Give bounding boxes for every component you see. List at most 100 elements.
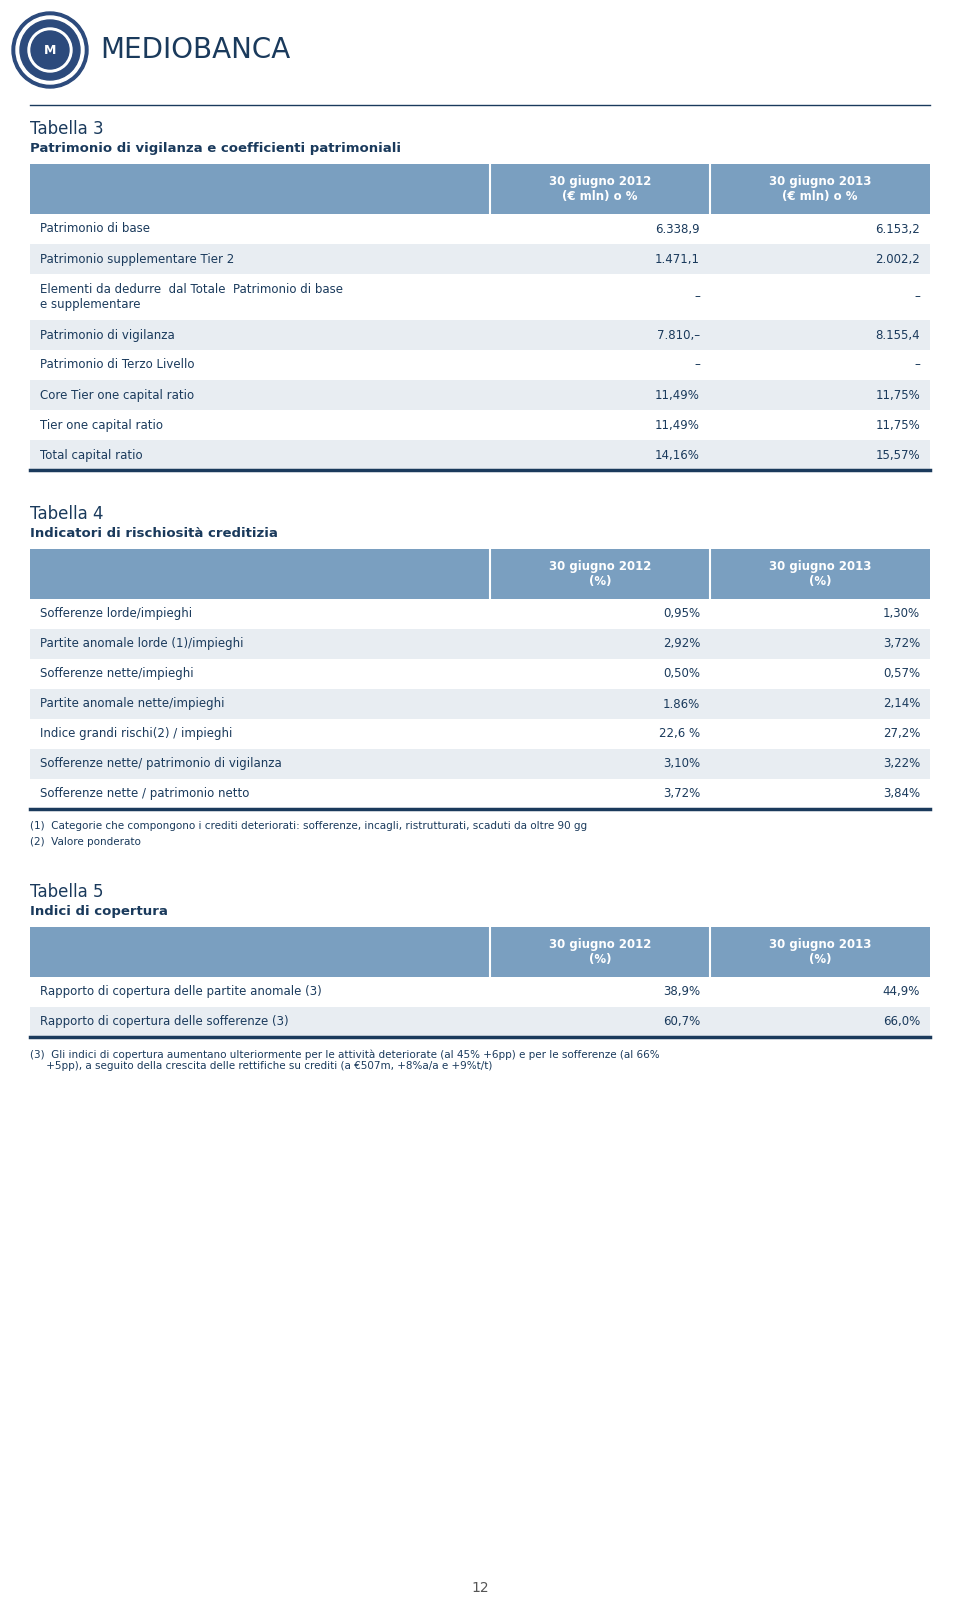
Bar [30, 274, 930, 319]
Text: Elementi da dedurre  dal Totale  Patrimonio di base
e supplementare: Elementi da dedurre dal Totale Patrimoni… [40, 282, 343, 311]
Bar [490, 165, 710, 215]
Text: 11,49%: 11,49% [655, 418, 700, 432]
Text: 14,16%: 14,16% [655, 448, 700, 461]
Text: Tabella 3: Tabella 3 [30, 119, 104, 139]
Text: 38,9%: 38,9% [662, 986, 700, 998]
Bar [30, 748, 930, 779]
Text: MEDIOBANCA: MEDIOBANCA [100, 35, 290, 65]
Text: 3,10%: 3,10% [662, 758, 700, 771]
Bar [30, 660, 930, 689]
Text: Tabella 5: Tabella 5 [30, 882, 104, 902]
Bar [30, 629, 930, 660]
Text: Sofferenze nette/ patrimonio di vigilanza: Sofferenze nette/ patrimonio di vigilanz… [40, 758, 281, 771]
Bar [30, 779, 930, 810]
Text: 27,2%: 27,2% [882, 727, 920, 740]
Circle shape [32, 32, 68, 68]
Bar [30, 381, 930, 410]
Text: (2)  Valore ponderato: (2) Valore ponderato [30, 837, 141, 847]
Bar [710, 927, 930, 977]
Bar [30, 689, 930, 719]
Text: 7.810,–: 7.810,– [657, 329, 700, 342]
Text: Patrimonio di vigilanza: Patrimonio di vigilanza [40, 329, 175, 342]
Text: Core Tier one capital ratio: Core Tier one capital ratio [40, 389, 194, 402]
Text: (1)  Categorie che compongono i crediti deteriorati: sofferenze, incagli, ristru: (1) Categorie che compongono i crediti d… [30, 821, 588, 831]
Text: M: M [44, 44, 57, 56]
Bar [30, 165, 490, 215]
Text: Sofferenze lorde/impieghi: Sofferenze lorde/impieghi [40, 608, 192, 621]
Text: Tabella 4: Tabella 4 [30, 505, 104, 523]
Text: –: – [914, 290, 920, 303]
Circle shape [16, 16, 84, 84]
Text: 1.471,1: 1.471,1 [655, 253, 700, 266]
Circle shape [12, 11, 88, 89]
Text: 11,49%: 11,49% [655, 389, 700, 402]
Text: 30 giugno 2012
(%): 30 giugno 2012 (%) [549, 560, 651, 589]
Text: –: – [914, 358, 920, 371]
Bar [490, 548, 710, 598]
Bar [30, 319, 930, 350]
Text: –: – [694, 290, 700, 303]
Bar [710, 548, 930, 598]
Circle shape [28, 27, 72, 73]
Text: Patrimonio di Terzo Livello: Patrimonio di Terzo Livello [40, 358, 195, 371]
Text: 3,22%: 3,22% [883, 758, 920, 771]
Bar [30, 244, 930, 274]
Bar [30, 1007, 930, 1037]
Text: Patrimonio di base: Patrimonio di base [40, 223, 150, 235]
Text: 11,75%: 11,75% [876, 389, 920, 402]
Bar [30, 719, 930, 748]
Text: Rapporto di copertura delle partite anomale (3): Rapporto di copertura delle partite anom… [40, 986, 322, 998]
Bar [30, 410, 930, 440]
Text: 3,72%: 3,72% [662, 787, 700, 800]
Text: 8.155,4: 8.155,4 [876, 329, 920, 342]
Text: 3,72%: 3,72% [883, 637, 920, 650]
Text: Sofferenze nette / patrimonio netto: Sofferenze nette / patrimonio netto [40, 787, 250, 800]
Text: 30 giugno 2013
(%): 30 giugno 2013 (%) [769, 560, 871, 589]
Bar [30, 215, 930, 244]
Text: 3,84%: 3,84% [883, 787, 920, 800]
Text: 2,92%: 2,92% [662, 637, 700, 650]
Bar [30, 350, 930, 381]
Text: 6.338,9: 6.338,9 [656, 223, 700, 235]
Text: 22,6 %: 22,6 % [659, 727, 700, 740]
Text: 12: 12 [471, 1581, 489, 1595]
Text: 30 giugno 2012
(€ mln) o %: 30 giugno 2012 (€ mln) o % [549, 174, 651, 203]
Text: Total capital ratio: Total capital ratio [40, 448, 143, 461]
Bar [30, 440, 930, 469]
Text: 30 giugno 2013
(%): 30 giugno 2013 (%) [769, 939, 871, 966]
Bar [30, 927, 490, 977]
Text: 0,57%: 0,57% [883, 668, 920, 681]
Text: 30 giugno 2013
(€ mln) o %: 30 giugno 2013 (€ mln) o % [769, 174, 871, 203]
Bar [30, 548, 490, 598]
Circle shape [31, 31, 69, 69]
Text: Tier one capital ratio: Tier one capital ratio [40, 418, 163, 432]
Text: 30 giugno 2012
(%): 30 giugno 2012 (%) [549, 939, 651, 966]
Bar [710, 165, 930, 215]
Bar [30, 977, 930, 1007]
Text: 11,75%: 11,75% [876, 418, 920, 432]
Text: 0,50%: 0,50% [663, 668, 700, 681]
Text: 60,7%: 60,7% [662, 1016, 700, 1029]
Text: –: – [694, 358, 700, 371]
Text: Sofferenze nette/impieghi: Sofferenze nette/impieghi [40, 668, 194, 681]
Text: 2.002,2: 2.002,2 [876, 253, 920, 266]
Text: (3)  Gli indici di copertura aumentano ulteriormente per le attività deteriorate: (3) Gli indici di copertura aumentano ul… [30, 1048, 660, 1071]
Text: Indice grandi rischi(2) / impieghi: Indice grandi rischi(2) / impieghi [40, 727, 232, 740]
Text: Patrimonio supplementare Tier 2: Patrimonio supplementare Tier 2 [40, 253, 234, 266]
Text: Patrimonio di vigilanza e coefficienti patrimoniali: Patrimonio di vigilanza e coefficienti p… [30, 142, 401, 155]
Text: 0,95%: 0,95% [662, 608, 700, 621]
Text: 1.86%: 1.86% [662, 697, 700, 710]
Text: 1,30%: 1,30% [883, 608, 920, 621]
Text: 15,57%: 15,57% [876, 448, 920, 461]
Circle shape [20, 19, 80, 81]
Bar [490, 927, 710, 977]
Text: 6.153,2: 6.153,2 [876, 223, 920, 235]
Text: 44,9%: 44,9% [882, 986, 920, 998]
Bar [30, 598, 930, 629]
Text: Partite anomale nette/impieghi: Partite anomale nette/impieghi [40, 697, 225, 710]
Text: 2,14%: 2,14% [882, 697, 920, 710]
Text: Indici di copertura: Indici di copertura [30, 905, 168, 918]
Text: Indicatori di rischiosità creditizia: Indicatori di rischiosità creditizia [30, 527, 277, 540]
Text: Partite anomale lorde (1)/impieghi: Partite anomale lorde (1)/impieghi [40, 637, 244, 650]
Text: Rapporto di copertura delle sofferenze (3): Rapporto di copertura delle sofferenze (… [40, 1016, 289, 1029]
